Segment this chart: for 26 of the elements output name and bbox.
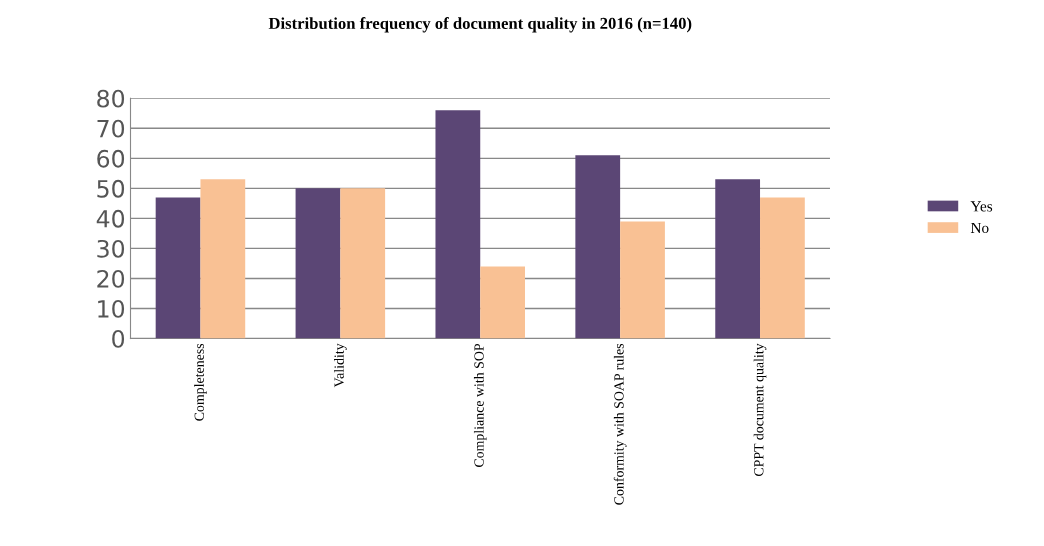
- x-tick-label: CPPT document quality: [753, 343, 767, 477]
- y-tick-label: 10: [98, 299, 125, 318]
- bar: [435, 110, 481, 339]
- x-tick-label: Validity: [334, 343, 347, 388]
- x-tick-label: Compliance with SOP: [473, 343, 487, 468]
- bar: [295, 188, 341, 339]
- bar: [760, 197, 805, 339]
- bar: [480, 266, 526, 339]
- y-tick-label: 20: [97, 269, 125, 288]
- bar: [155, 197, 201, 339]
- y-tick-label: 50: [97, 179, 125, 198]
- y-tick-label: 40: [96, 209, 125, 228]
- y-tick-label: 70: [97, 119, 125, 138]
- bar: [620, 221, 665, 339]
- chart-title: Distribution frequency of document quality in 2016 (n=140): [268, 17, 692, 33]
- y-tick-label: 30: [97, 239, 125, 258]
- y-tick-label: 80: [97, 89, 125, 108]
- bar: [200, 179, 246, 339]
- x-tick-label: Completeness: [194, 343, 207, 421]
- x-tick-label: Conformity with SOAP rules: [613, 343, 627, 505]
- legend-label: No: [970, 222, 989, 234]
- y-tick-label: 60: [97, 149, 125, 168]
- bar: [340, 188, 386, 339]
- legend-label: Yes: [970, 201, 993, 212]
- bar: [575, 155, 621, 339]
- y-tick-label: 0: [112, 329, 125, 348]
